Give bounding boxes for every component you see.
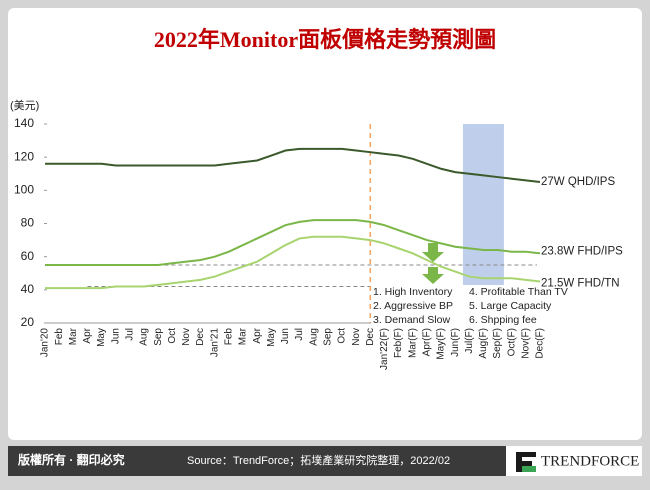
x-tick-label: Apr	[82, 327, 93, 343]
x-tick-label: Oct(F)	[506, 328, 517, 356]
logo-text: TRENDFORCE	[541, 453, 639, 469]
x-tick-label: Jun	[110, 328, 121, 344]
logo-icon	[516, 452, 536, 472]
x-tick-label: Feb	[223, 328, 234, 346]
annotation-box	[371, 285, 584, 327]
x-tick-label: May	[96, 328, 107, 347]
x-tick-label: Dec	[195, 328, 206, 346]
y-tick-label: 80	[21, 216, 35, 230]
series-label: 23.8W FHD/IPS	[541, 245, 623, 257]
y-tick-label: 20	[21, 315, 35, 329]
x-tick-label: Sep	[153, 328, 164, 346]
x-tick-label: Dec	[365, 328, 376, 346]
x-tick-label: Nov(F)	[520, 328, 531, 359]
series-line	[45, 235, 541, 290]
annotation: 6. Shpping fee	[469, 314, 537, 326]
source: Source：TrendForce；拓墣產業研究院整理，2022/02	[187, 453, 450, 467]
x-tick-label: Jun(F)	[450, 328, 461, 357]
x-tick-label: Mar	[68, 327, 79, 345]
y-tick-label: 60	[21, 249, 35, 263]
annotation: 3. Demand Slow	[373, 314, 450, 326]
x-tick-label: Feb	[54, 328, 65, 346]
x-tick-label: May	[266, 328, 277, 347]
x-tick-label: Sep	[322, 328, 333, 346]
footer-bar	[8, 446, 506, 476]
x-tick-label: Oct	[167, 328, 178, 344]
x-tick-label: May(F)	[436, 328, 447, 360]
x-tick-label: Jan'20	[40, 328, 51, 358]
annotation: 2. Aggressive BP	[373, 300, 453, 312]
logo-icon-accent	[522, 466, 536, 472]
y-tick-label: 120	[14, 149, 34, 163]
x-tick-label: Nov	[351, 328, 362, 346]
chart-title: 2022年Monitor面板價格走勢預測圖	[154, 27, 496, 52]
x-tick-label: Jun	[280, 328, 291, 344]
x-tick-label: Aug	[308, 328, 319, 346]
x-tick-label: Dec(F)	[535, 328, 546, 359]
y-tick-label: 40	[21, 282, 35, 296]
x-tick-label: Mar(F)	[407, 328, 418, 358]
x-tick-label: Apr	[252, 327, 263, 343]
x-tick-label: Mar	[238, 327, 249, 345]
x-tick-label: Nov	[181, 328, 192, 346]
x-tick-label: Aug(F)	[478, 328, 489, 359]
x-tick-label: Jul	[124, 328, 135, 341]
series-label: 21.5W FHD/TN	[541, 278, 620, 290]
x-tick-label: Apr(F)	[421, 328, 432, 356]
copyright: 版權所有 · 翻印必究	[18, 452, 125, 467]
series-label: 27W QHD/IPS	[541, 176, 615, 188]
x-tick-label: Aug	[139, 328, 150, 346]
arrow	[422, 243, 444, 262]
x-tick-label: Jul	[294, 328, 305, 341]
series-line	[45, 219, 541, 266]
annotation: 1. High Inventory	[373, 286, 453, 298]
series-line	[45, 147, 541, 184]
x-tick-label: Jan'21	[209, 328, 220, 358]
x-tick-label: Sep(F)	[492, 328, 503, 359]
y-tick-label: 140	[14, 116, 34, 130]
x-tick-label: Jan'22(F)	[379, 328, 390, 370]
y-tick-label: 100	[14, 183, 34, 197]
y-axis-label: (美元)	[10, 99, 39, 112]
annotation: 5. Large Capacity	[469, 300, 552, 312]
panel	[8, 8, 642, 440]
x-tick-label: Oct	[337, 328, 348, 344]
x-tick-label: Feb(F)	[393, 328, 404, 358]
annotation: 4. Profitable Than TV	[469, 286, 568, 298]
arrow	[422, 267, 444, 284]
x-tick-label: Jul(F)	[464, 328, 475, 354]
